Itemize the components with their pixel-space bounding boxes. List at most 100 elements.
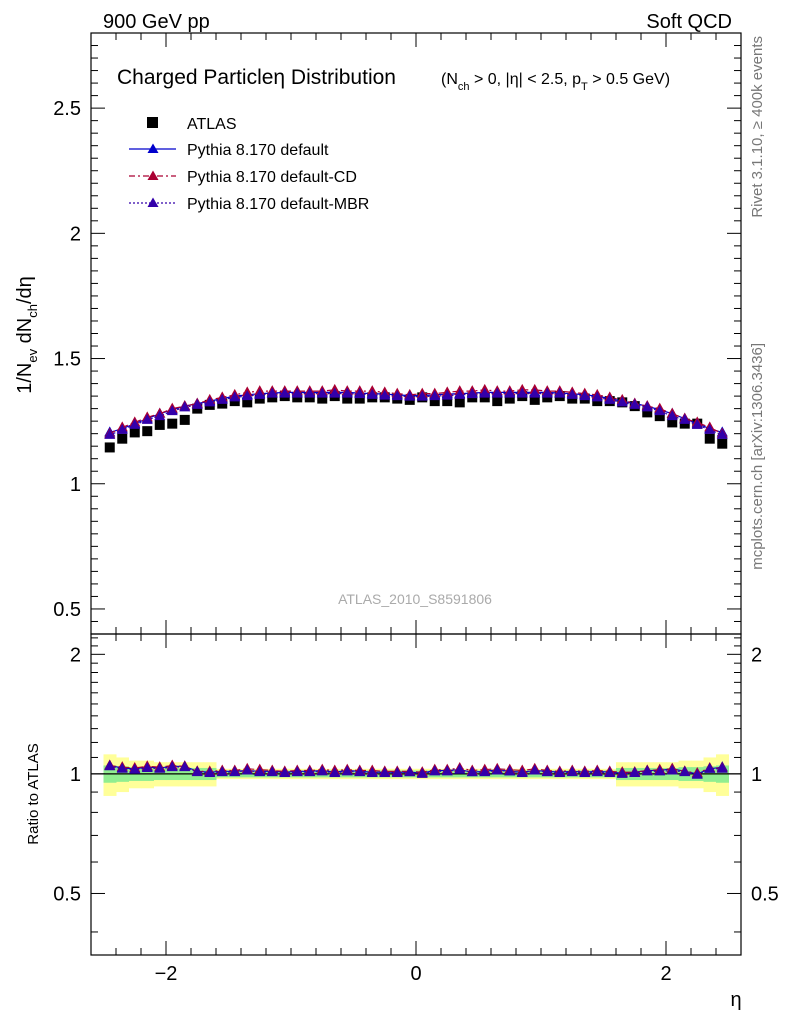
mc-point: [529, 387, 541, 398]
ratio-point: [204, 767, 216, 778]
legend-label-mbr: Pythia 8.170 default-MBR: [187, 196, 369, 213]
mc-point: [566, 388, 578, 399]
y-tick-label: 1: [70, 474, 81, 496]
legend-marker-square: [147, 117, 158, 128]
mc-point: [679, 413, 691, 424]
mc-point: [329, 387, 341, 398]
series-3: [104, 387, 728, 439]
legend-marker-triangle-mbr: [147, 197, 159, 207]
x-tick-label: −2: [155, 963, 178, 985]
mc-point: [116, 423, 128, 434]
mc-point: [691, 418, 703, 429]
mc-point: [441, 389, 453, 400]
main-subtitle: (Nch > 0, |η| < 2.5, pT > 0.5 GeV): [441, 71, 670, 93]
ratio-y-tick-label-right: 1: [751, 764, 762, 786]
ratio-point: [354, 766, 366, 777]
analysis-watermark: ATLAS_2010_S8591806: [338, 591, 492, 607]
header-left: 900 GeV pp: [103, 11, 210, 33]
mc-point: [279, 387, 291, 398]
mc-point: [504, 387, 516, 398]
mc-point: [241, 390, 253, 401]
header-right: Soft QCD: [646, 11, 732, 33]
data-point: [454, 397, 465, 408]
ratio-point: [579, 767, 591, 778]
mc-point: [454, 388, 466, 399]
ratio-point: [679, 766, 691, 777]
mc-point: [554, 387, 566, 398]
mc-point: [516, 387, 528, 398]
data-point: [179, 414, 190, 425]
ratio-point: [491, 764, 503, 775]
mc-point: [666, 410, 678, 421]
legend-item-cd: Pythia 8.170 default-CD: [129, 169, 357, 186]
data-point: [529, 394, 540, 405]
data-point: [142, 426, 153, 437]
mc-point: [616, 396, 628, 407]
mc-point: [629, 398, 641, 409]
mc-point: [604, 393, 616, 404]
ratio-point: [416, 767, 428, 778]
ratio-point: [129, 763, 141, 774]
mc-point: [429, 390, 441, 401]
data-point: [717, 438, 728, 449]
main-ylabel: 1/Nev dNch/dη: [14, 276, 40, 394]
legend-item-default: Pythia 8.170 default: [129, 142, 329, 159]
x-tick-label: 2: [660, 963, 671, 985]
main-title: Charged Particleη Distribution: [117, 66, 396, 89]
mc-point: [179, 401, 191, 412]
data-point: [317, 393, 328, 404]
mc-point: [479, 387, 491, 398]
data-point: [104, 442, 115, 453]
ratio-point: [591, 766, 603, 777]
data-point: [129, 427, 140, 438]
main-marks: [104, 383, 728, 453]
ratio-point: [266, 766, 278, 777]
mc-point: [254, 388, 266, 399]
ratio-point: [654, 765, 666, 776]
ratio-point: [716, 762, 728, 773]
ratio-point: [229, 766, 241, 777]
mcplots-label: mcplots.cern.ch [arXiv:1306.3436]: [749, 343, 766, 570]
ratio-y-tick-label-right: 2: [751, 644, 762, 666]
mc-point: [704, 423, 716, 434]
ratio-point: [116, 762, 128, 773]
mc-point: [466, 388, 478, 399]
ratio-point: [304, 766, 316, 777]
ratio-point: [466, 766, 478, 777]
legend-label-atlas: ATLAS: [187, 116, 237, 133]
ratio-point: [516, 767, 528, 778]
ratio-point: [454, 763, 466, 774]
data-point: [704, 433, 715, 444]
ratio-point: [291, 766, 303, 777]
ratio-point: [191, 766, 203, 777]
ratio-point: [141, 761, 153, 772]
y-tick-label: 2: [70, 223, 81, 245]
ratio-point: [629, 767, 641, 778]
mc-point: [354, 388, 366, 399]
x-axis-label: η: [730, 989, 741, 1011]
series-line: [109, 393, 723, 436]
mc-point: [491, 387, 503, 398]
mc-point: [416, 390, 428, 401]
data-point: [242, 397, 253, 408]
ratio-point: [666, 764, 678, 775]
legend-label-cd: Pythia 8.170 default-CD: [187, 169, 357, 186]
data-point: [442, 396, 453, 407]
ratio-point: [704, 762, 716, 773]
ratio-point: [441, 765, 453, 776]
mc-point: [716, 428, 728, 439]
data-point: [342, 393, 353, 404]
mc-point: [366, 388, 378, 399]
ratio-panel: 0.5 0.5 1 1 2 2 −2 0 2 Ratio to ATLAS η: [25, 633, 779, 1011]
ratio-point: [391, 767, 403, 778]
ratio-y-tick-label-right: 0.5: [751, 883, 779, 905]
mc-point: [104, 428, 116, 439]
ratio-point: [279, 767, 291, 778]
x-tick-label: 0: [410, 963, 421, 985]
data-point: [642, 407, 653, 418]
mc-point: [654, 405, 666, 416]
legend-marker-triangle-cd: [147, 170, 159, 180]
ratio-point: [641, 765, 653, 776]
ratio-point: [254, 766, 266, 777]
